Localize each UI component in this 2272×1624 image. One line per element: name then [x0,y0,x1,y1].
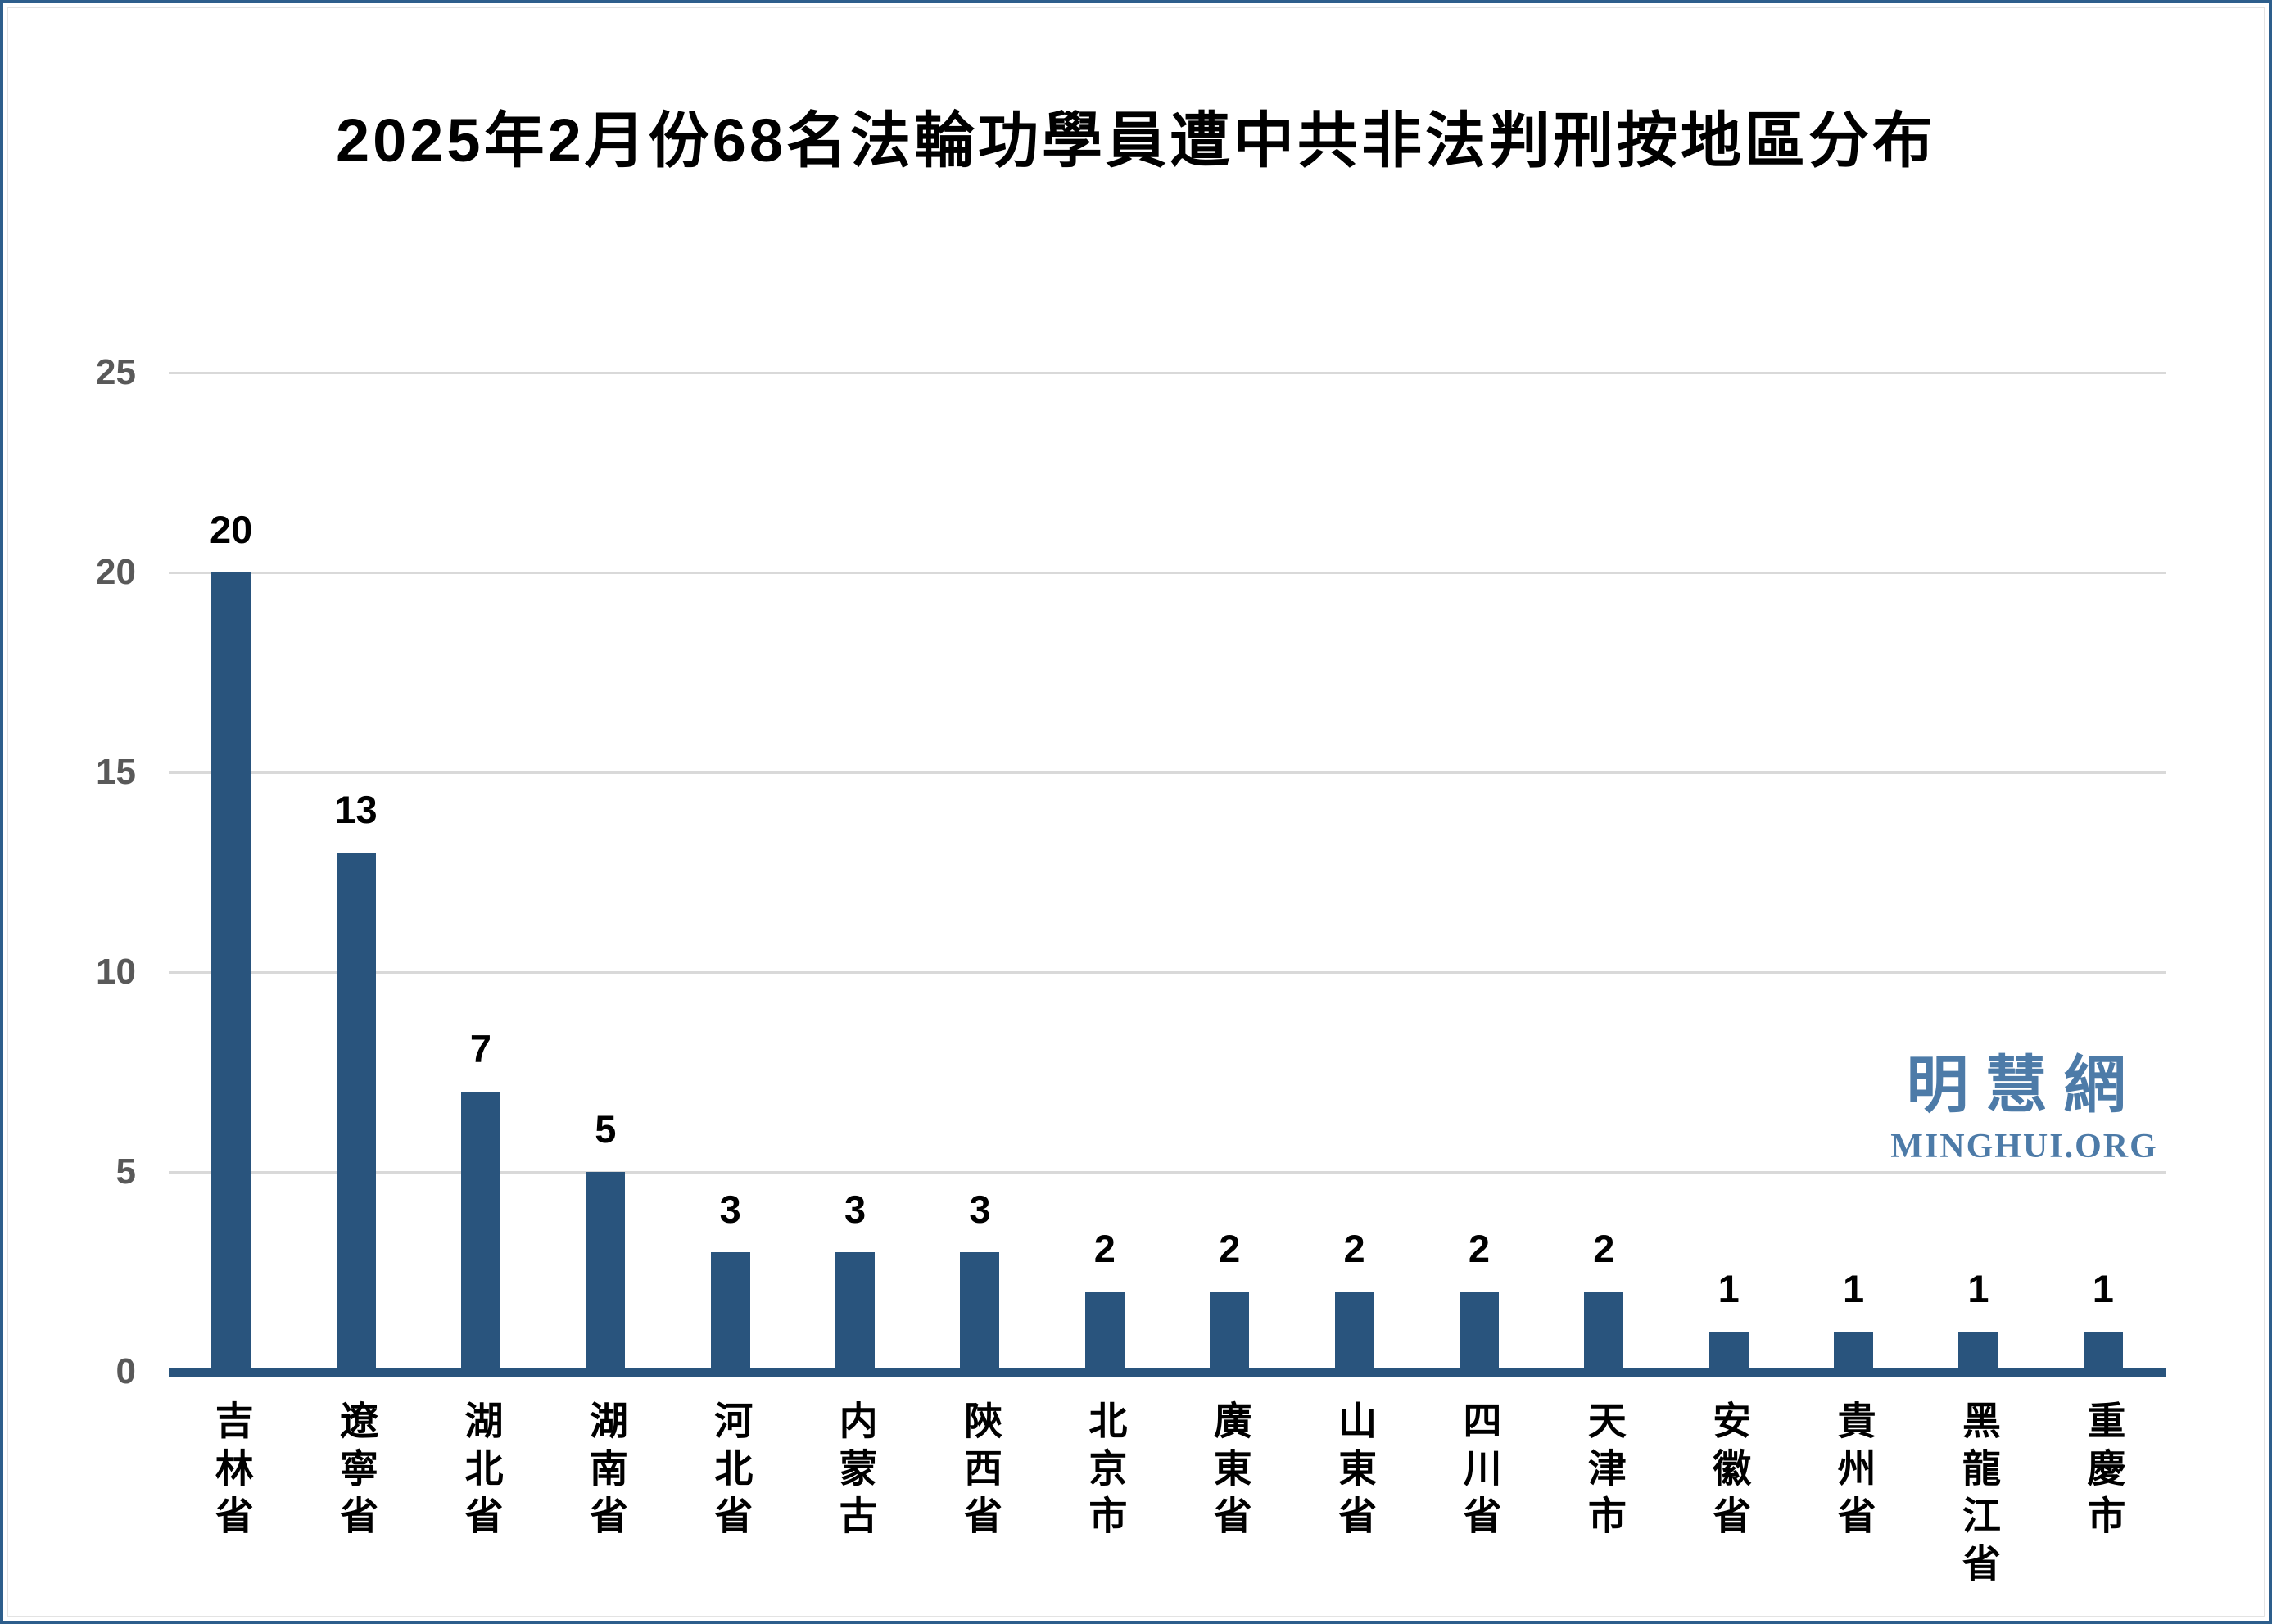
gridline-y-10 [169,970,2166,974]
x-axis-category-label: 内蒙古 [793,1400,917,1621]
x-axis-category-text: 湖北省 [459,1400,503,1543]
watermark-site-url: MINGHUI.ORG [1890,1127,2158,1165]
bar-value-label: 13 [334,787,378,831]
bar-廣東省 [1210,1292,1250,1372]
x-axis-category-label: 北京市 [1043,1400,1167,1621]
x-axis-category-text: 内蒙古 [833,1400,877,1543]
x-axis-category-text: 廣東省 [1207,1400,1251,1543]
x-axis-category-label: 河北省 [668,1400,793,1621]
bar-value-label: 2 [1343,1227,1365,1271]
bar-value-label: 2 [1219,1227,1241,1271]
x-axis-line [169,1368,2166,1377]
y-axis-tick-label: 10 [96,952,136,992]
bar-陝西省 [960,1251,1000,1372]
x-axis-category-label: 安徽省 [1667,1400,1791,1621]
chart-title: 2025年2月份68名法輪功學員遭中共非法判刑按地區分布 [335,106,1937,174]
gridline-y-25 [169,371,2166,374]
gridline-y-20 [169,571,2166,574]
bar-value-label: 3 [969,1187,991,1231]
bar-内蒙古 [835,1251,876,1372]
bar-value-label: 2 [1093,1227,1116,1271]
bar-重慶市 [2083,1332,2123,1372]
bar-value-label: 3 [844,1187,867,1231]
bar-value-label: 3 [719,1187,741,1231]
minghui-watermark: 明慧網 MINGHUI.ORG [1883,1053,2166,1166]
bar-河北省 [710,1251,750,1372]
bar-黑龍江省 [1958,1332,1998,1372]
x-axis-category-label: 湖北省 [419,1400,543,1621]
bar-value-label: 5 [595,1107,617,1151]
x-axis-category-text: 山東省 [1333,1400,1377,1543]
bar-value-label: 1 [1967,1267,1989,1311]
x-axis-category-text: 天津市 [1582,1400,1626,1543]
x-axis-category-text: 北京市 [1083,1400,1127,1543]
x-axis-category-text: 黑龍江省 [1956,1400,2000,1590]
bar-value-label: 7 [469,1027,491,1071]
gridline-y-5 [169,1170,2166,1174]
x-axis-category-label: 黑龍江省 [1916,1400,2040,1621]
x-axis-category-label: 山東省 [1292,1400,1416,1621]
y-axis-tick-label: 0 [115,1351,136,1391]
x-axis-category-label: 湖南省 [543,1400,668,1621]
bar-貴州省 [1834,1332,1874,1372]
x-axis-category-label: 重慶市 [2041,1400,2166,1621]
x-axis-category-label: 貴州省 [1791,1400,1916,1621]
x-axis-category-label: 陝西省 [917,1400,1042,1621]
x-axis-category-label: 四川省 [1417,1400,1541,1621]
bar-value-label: 1 [1842,1267,1865,1311]
bar-吉林省 [211,572,251,1372]
x-axis-category-text: 吉林省 [209,1400,253,1543]
x-axis-category-label: 吉林省 [169,1400,293,1621]
watermark-chinese-logo: 明慧網 [1906,1051,2143,1120]
bar-湖北省 [460,1092,500,1372]
x-axis-category-text: 河北省 [708,1400,753,1543]
x-axis-category-text: 重慶市 [2081,1400,2125,1543]
x-axis-category-text: 遼寧省 [334,1400,378,1543]
bar-value-label: 20 [210,508,253,551]
bar-安徽省 [1709,1332,1749,1372]
bar-遼寧省 [336,852,376,1372]
x-axis-category-label: 天津市 [1541,1400,1666,1621]
bar-value-label: 1 [2092,1267,2114,1311]
x-axis-category-text: 安徽省 [1707,1400,1751,1543]
x-axis-category-text: 陝西省 [957,1400,1002,1543]
bar-四川省 [1459,1292,1499,1372]
x-axis-category-text: 湖南省 [583,1400,627,1543]
y-axis-tick-label: 20 [96,552,136,592]
y-axis-tick-label: 5 [115,1151,136,1192]
bar-value-label: 2 [1593,1227,1615,1271]
x-axis-category-text: 四川省 [1457,1400,1501,1543]
y-axis-tick-label: 25 [96,352,136,392]
x-axis-category-label: 廣東省 [1167,1400,1292,1621]
gridline-y-15 [169,771,2166,774]
y-axis-tick-label: 15 [96,752,136,792]
x-axis-category-text: 貴州省 [1831,1400,1876,1543]
bar-value-label: 1 [1718,1267,1740,1311]
x-axis-category-label: 遼寧省 [293,1400,418,1621]
bar-value-label: 2 [1468,1227,1490,1271]
bar-天津市 [1584,1292,1624,1372]
bar-北京市 [1084,1292,1125,1372]
bar-山東省 [1334,1292,1374,1372]
bar-湖南省 [586,1172,626,1372]
